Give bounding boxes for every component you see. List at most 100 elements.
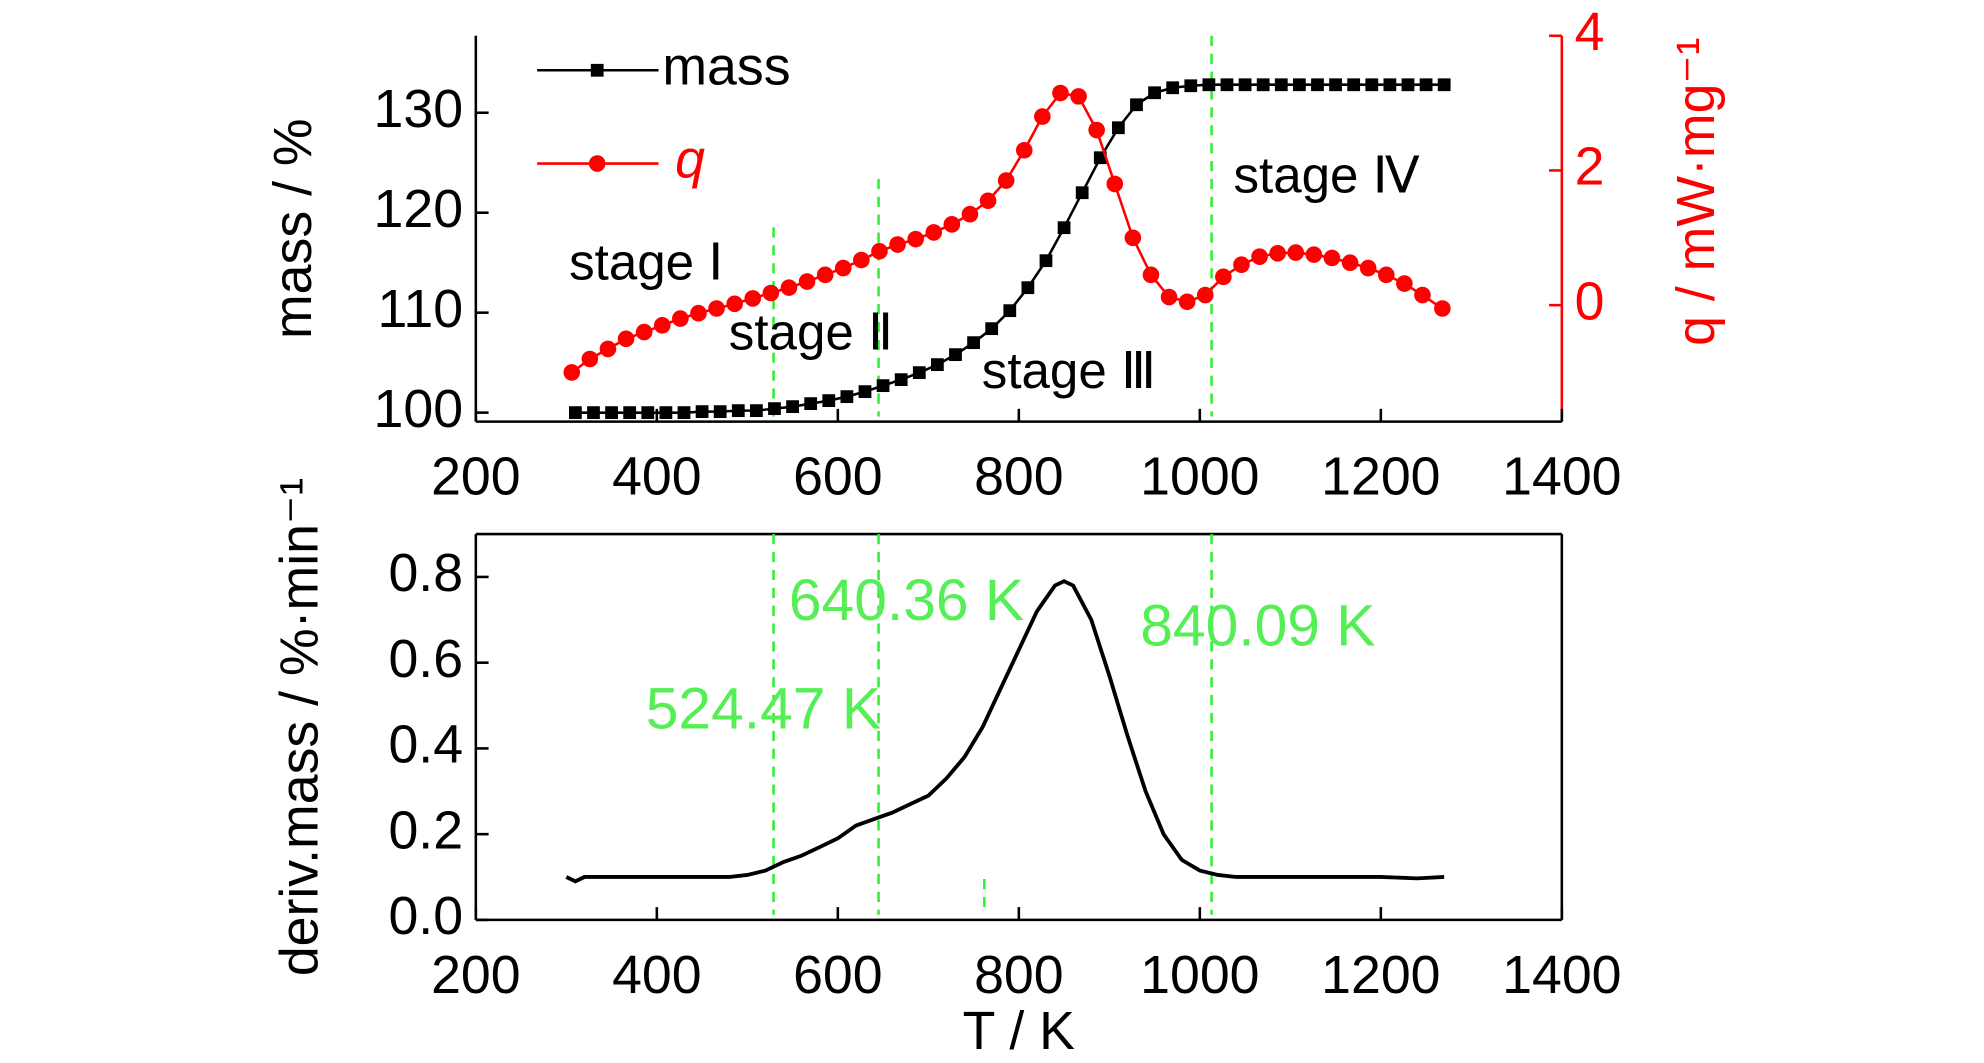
- marker: [1396, 275, 1413, 292]
- marker: [1160, 288, 1178, 306]
- marker: [871, 242, 888, 260]
- marker: [641, 406, 655, 420]
- marker: [822, 394, 836, 408]
- marker: [1003, 304, 1017, 318]
- marker: [925, 224, 943, 241]
- marker: [1057, 221, 1071, 235]
- marker: [894, 373, 908, 387]
- marker: [1148, 86, 1161, 100]
- marker: [1437, 78, 1451, 92]
- marker: [840, 390, 854, 404]
- y2-tick-label: 4: [1575, 2, 1605, 62]
- marker: [1434, 300, 1451, 317]
- series-line: [565, 579, 1445, 884]
- marker: [744, 290, 762, 307]
- marker: [961, 205, 979, 223]
- marker: [1414, 286, 1431, 304]
- annotation: stage Ⅲ: [982, 342, 1156, 399]
- marker: [798, 273, 816, 290]
- x-tick-label: 1000: [1140, 945, 1259, 1005]
- y-tick-label: 0.6: [388, 629, 463, 689]
- y2-axis-label: q / mW·mg⁻¹: [1666, 37, 1726, 345]
- y-tick-label: 130: [374, 79, 464, 139]
- marker: [672, 310, 689, 327]
- legend-label: q: [675, 130, 705, 190]
- marker: [581, 350, 599, 368]
- marker: [1359, 259, 1377, 277]
- x-tick-label: 1200: [1321, 945, 1440, 1005]
- annotation: stage Ⅱ: [729, 304, 893, 361]
- marker: [1233, 256, 1250, 274]
- marker: [949, 348, 962, 362]
- y-tick-label: 100: [374, 379, 464, 439]
- marker: [1220, 78, 1234, 92]
- marker: [653, 317, 671, 334]
- marker: [726, 295, 743, 313]
- marker: [1274, 78, 1288, 92]
- marker: [690, 304, 707, 322]
- marker: [1377, 266, 1395, 284]
- marker: [943, 216, 961, 233]
- marker: [1329, 78, 1342, 92]
- marker: [1088, 121, 1105, 139]
- marker: [1347, 78, 1361, 92]
- y-tick-label: 0.2: [388, 800, 463, 860]
- marker: [749, 404, 763, 418]
- x-tick-label: 200: [431, 447, 521, 507]
- marker: [713, 405, 727, 419]
- annotation: 524.47 K: [646, 676, 881, 741]
- marker: [907, 230, 924, 248]
- y2-tick-label: 0: [1575, 271, 1605, 331]
- marker: [659, 406, 673, 420]
- marker: [1251, 248, 1268, 265]
- x-tick-label: 1000: [1140, 447, 1259, 507]
- x-tick-label: 400: [612, 945, 702, 1005]
- marker: [1015, 141, 1033, 159]
- marker: [599, 340, 617, 358]
- marker: [695, 405, 709, 419]
- marker: [1305, 246, 1323, 263]
- annotation: stage Ⅰ: [569, 233, 723, 290]
- y-tick-label: 0.4: [388, 715, 463, 775]
- legend-label: mass: [662, 36, 790, 96]
- marker: [876, 379, 890, 393]
- marker: [889, 236, 906, 253]
- marker: [1419, 78, 1433, 92]
- marker: [635, 323, 653, 341]
- marker: [617, 330, 635, 348]
- marker: [1215, 268, 1232, 286]
- x-tick-label: 600: [793, 447, 883, 507]
- marker: [780, 279, 798, 296]
- annotation: 640.36 K: [789, 568, 1024, 633]
- marker: [1111, 121, 1125, 135]
- x-tick-label: 1400: [1502, 945, 1621, 1005]
- marker: [1070, 88, 1087, 105]
- x-tick-label: 200: [431, 945, 521, 1005]
- marker: [1311, 78, 1324, 92]
- x-tick-label: 1200: [1321, 447, 1440, 507]
- marker: [1075, 186, 1089, 200]
- marker: [1034, 108, 1051, 125]
- marker: [762, 284, 780, 302]
- x-tick-label: 600: [793, 945, 883, 1005]
- marker: [587, 406, 600, 420]
- marker: [1256, 78, 1270, 92]
- y-axis-label: deriv.mass / %·min⁻¹: [270, 478, 330, 976]
- annotation: stage Ⅳ: [1233, 146, 1419, 203]
- marker: [568, 406, 582, 420]
- annotation: 840.09 K: [1140, 593, 1375, 658]
- marker: [708, 300, 725, 317]
- marker: [1106, 175, 1124, 193]
- marker: [1401, 78, 1415, 92]
- marker: [623, 406, 637, 420]
- y-tick-label: 120: [374, 179, 464, 239]
- y2-tick-label: 2: [1575, 137, 1605, 197]
- marker: [1292, 78, 1306, 92]
- marker: [605, 406, 618, 420]
- y-axis-label: mass / %: [263, 118, 323, 339]
- marker: [1021, 281, 1035, 295]
- marker: [1093, 151, 1107, 165]
- marker: [1130, 98, 1143, 112]
- marker: [930, 358, 944, 372]
